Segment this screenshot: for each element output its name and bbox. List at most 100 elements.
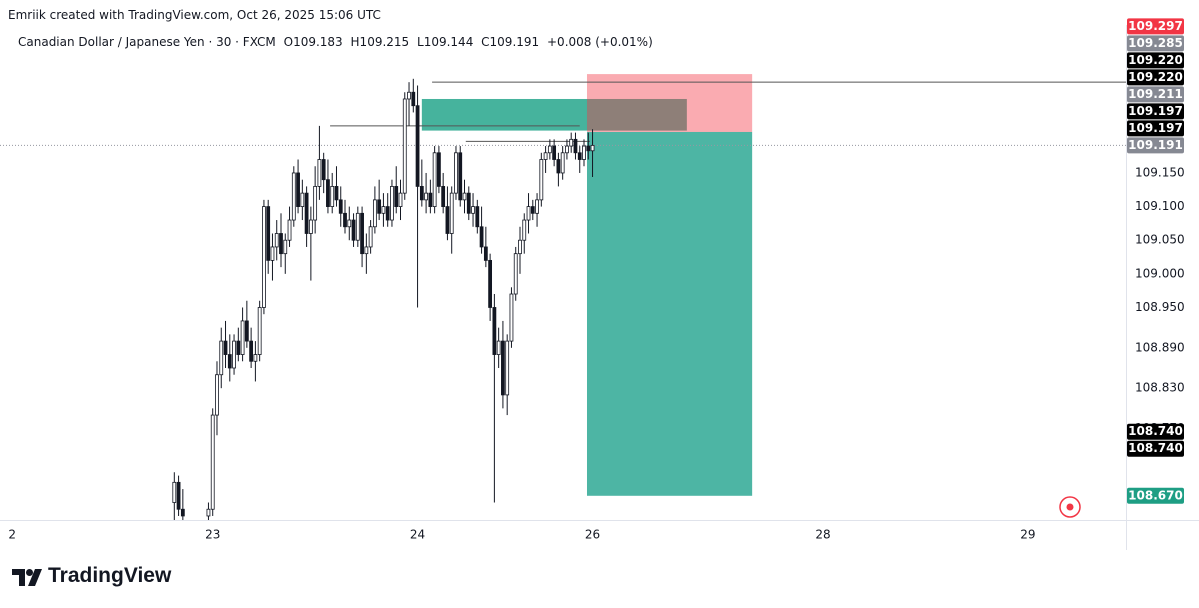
x-tick-label: 24 bbox=[410, 528, 425, 542]
candle-body bbox=[232, 340, 236, 369]
y-tick-label: 108.890 bbox=[1135, 340, 1185, 354]
price-label: 108.670 bbox=[1128, 488, 1183, 502]
candle-body bbox=[279, 233, 283, 255]
candle-body bbox=[424, 192, 428, 201]
y-tick-label: 109.150 bbox=[1135, 165, 1185, 179]
price-label-bg bbox=[1127, 35, 1184, 52]
candle-body bbox=[219, 340, 224, 376]
candle-body bbox=[445, 206, 450, 234]
candle-body bbox=[210, 414, 215, 510]
price-label-bg bbox=[1127, 52, 1184, 69]
candle-body bbox=[488, 259, 493, 308]
ohlc-value: H109.215 bbox=[350, 35, 410, 49]
candle-body bbox=[360, 212, 364, 255]
candle-body bbox=[441, 186, 446, 207]
candle-body bbox=[223, 340, 228, 355]
candle-body bbox=[300, 192, 305, 207]
candle-body bbox=[560, 152, 565, 174]
candle-body bbox=[266, 206, 271, 261]
candle-body bbox=[347, 219, 352, 228]
candle-body bbox=[215, 374, 219, 416]
candle-body bbox=[274, 233, 279, 248]
candle-body bbox=[296, 172, 300, 207]
candle-body bbox=[390, 186, 394, 221]
candle-body bbox=[573, 138, 578, 154]
price-label-bg bbox=[1127, 423, 1184, 440]
candle-body bbox=[428, 192, 433, 207]
candle-body bbox=[501, 340, 505, 396]
candle-body bbox=[313, 186, 318, 221]
price-label-bg bbox=[1127, 86, 1184, 103]
x-tick-label: 2 bbox=[8, 528, 16, 542]
candle-body bbox=[522, 219, 527, 241]
candle-body bbox=[249, 340, 254, 362]
candle-body bbox=[270, 246, 275, 261]
price-label: 109.297 bbox=[1128, 19, 1183, 33]
price-label: 108.740 bbox=[1128, 424, 1183, 438]
candle-body bbox=[262, 206, 266, 308]
price-label-bg bbox=[1127, 120, 1184, 137]
candle-body bbox=[364, 246, 369, 255]
candle-body bbox=[419, 186, 424, 201]
candle-body bbox=[291, 172, 296, 221]
candle-body bbox=[180, 508, 185, 517]
ohlc-value: L109.144 bbox=[417, 35, 474, 49]
candle-body bbox=[381, 206, 386, 214]
price-label-bg bbox=[1127, 487, 1184, 504]
candle-body bbox=[565, 145, 569, 154]
x-tick-label: 26 bbox=[585, 528, 600, 542]
candle-body bbox=[458, 152, 463, 201]
candle-body bbox=[176, 481, 181, 510]
candle-body bbox=[351, 219, 356, 241]
price-label: 109.191 bbox=[1128, 138, 1183, 152]
y-tick-label: 109.050 bbox=[1135, 233, 1185, 247]
change: +0.008 (+0.01%) bbox=[547, 35, 653, 49]
price-label-bg bbox=[1127, 103, 1184, 120]
candle-body bbox=[402, 98, 407, 194]
candle-body bbox=[518, 239, 522, 255]
price-label-bg bbox=[1127, 137, 1184, 154]
attribution: Emriik created with TradingView.com, Oct… bbox=[8, 8, 381, 22]
price-label: 109.220 bbox=[1128, 53, 1183, 67]
symbol-title: Canadian Dollar / Japanese Yen · 30 · FX… bbox=[18, 35, 276, 49]
price-label-bg bbox=[1127, 18, 1184, 35]
target-zone bbox=[586, 131, 753, 496]
candle-body bbox=[530, 206, 535, 214]
candle-body bbox=[394, 186, 399, 207]
candle-body bbox=[432, 152, 437, 207]
candle-body bbox=[415, 105, 420, 187]
candle-body bbox=[492, 307, 497, 355]
candle-body bbox=[206, 508, 211, 517]
candle-body bbox=[586, 145, 591, 152]
candle-body bbox=[454, 152, 458, 194]
candle-body bbox=[569, 138, 574, 147]
price-label: 108.740 bbox=[1128, 441, 1183, 455]
price-label-bg bbox=[1127, 440, 1184, 457]
candle-body bbox=[385, 206, 390, 221]
candle-body bbox=[308, 219, 313, 234]
candle-body bbox=[338, 199, 343, 214]
candle-body bbox=[227, 354, 232, 369]
target-marker bbox=[1059, 496, 1081, 518]
price-axis: 109.150 109.100 109.050 109.000 108.950 108.8… bbox=[1127, 18, 1185, 504]
candle-body bbox=[577, 152, 582, 160]
ohlc-value: C109.191 bbox=[481, 35, 540, 49]
candle-body bbox=[355, 212, 360, 241]
candle-body bbox=[253, 354, 258, 362]
plot-area bbox=[0, 74, 1126, 520]
candle-body bbox=[287, 219, 292, 241]
candle-body bbox=[475, 206, 480, 228]
brand-logo bbox=[12, 569, 42, 586]
ohlc-value: O109.183 bbox=[283, 35, 343, 49]
candle-body bbox=[505, 340, 510, 396]
candle-body bbox=[535, 199, 539, 214]
zone bbox=[421, 98, 687, 131]
price-label: 109.285 bbox=[1128, 36, 1183, 50]
x-tick-label: 29 bbox=[1020, 528, 1035, 542]
candle-body bbox=[466, 192, 471, 214]
candle-body bbox=[582, 145, 586, 160]
y-tick-label: 109.000 bbox=[1135, 266, 1185, 280]
candle-body bbox=[343, 212, 347, 228]
